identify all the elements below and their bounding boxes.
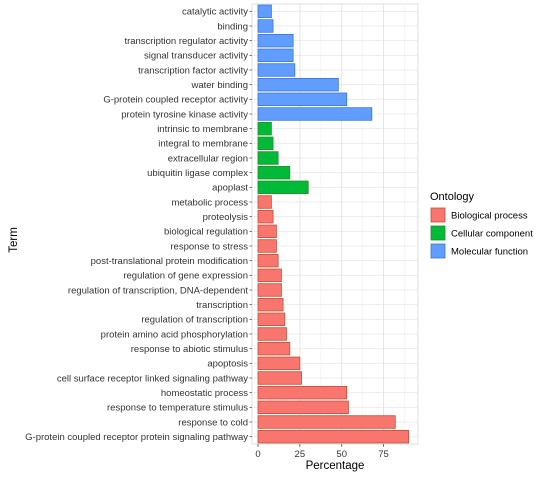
bar: [257, 48, 294, 63]
x-tick-label: 0: [255, 449, 260, 460]
bar: [257, 312, 286, 327]
bar: [257, 341, 291, 356]
bar: [257, 356, 301, 371]
bar: [257, 92, 348, 107]
bar: [257, 180, 309, 195]
y-tick-label: regulation of transcription: [141, 315, 248, 326]
y-tick-label: intrinsic to membrane: [157, 124, 248, 135]
x-tick-labels: 0 25 50 75: [255, 444, 389, 460]
bar: [257, 253, 279, 268]
legend-swatch: [430, 207, 446, 223]
bar: [257, 224, 277, 239]
bar: [257, 415, 396, 429]
y-tick-label: post-translational protein modification: [91, 256, 248, 267]
y-tick-label: water binding: [190, 80, 248, 91]
y-tick-label: response to temperature stimulus: [107, 403, 248, 414]
y-tick-label: cell surface receptor linked signaling p…: [57, 373, 248, 384]
x-tick-label: 50: [336, 449, 347, 460]
bar: [257, 327, 287, 341]
y-tick-label: integral to membrane: [158, 139, 248, 150]
y-tick-label: protein amino acid phosphorylation: [101, 329, 248, 340]
y-tick-label: proteolysis: [203, 212, 249, 223]
x-axis-title: Percentage: [306, 460, 365, 472]
legend-swatch: [430, 225, 446, 241]
y-tick-label: signal transducer activity: [144, 51, 248, 62]
bar: [257, 165, 291, 180]
bar: [257, 268, 282, 283]
bar: [257, 297, 284, 312]
bar: [257, 63, 296, 77]
bars: [257, 4, 410, 444]
bar: [257, 429, 410, 444]
y-tick-label: apoplast: [212, 183, 248, 194]
bar: [257, 239, 277, 253]
legend-entry-label: Cellular component: [451, 229, 533, 240]
legend: Ontology Biological process Cellular comp…: [430, 191, 533, 259]
bar: [257, 121, 272, 136]
x-tick-label: 75: [378, 449, 389, 460]
bar: [257, 4, 272, 19]
y-tick-label: regulation of gene expression: [123, 271, 248, 282]
bar: [257, 136, 274, 151]
bar: [257, 400, 349, 415]
bar: [257, 33, 294, 48]
y-tick-label: ubiquitin ligase complex: [147, 168, 248, 179]
legend-swatch: [430, 243, 446, 259]
bar: [257, 209, 274, 224]
bar: [257, 77, 339, 92]
y-tick-label: transcription factor activity: [138, 65, 248, 76]
plot-panel: [251, 3, 419, 445]
y-tick-labels: catalytic activity binding transcription r…: [25, 7, 252, 443]
y-tick-label: regulation of transcription, DNA-depende…: [68, 285, 248, 296]
bar: [257, 107, 373, 121]
bar: [257, 195, 272, 209]
y-tick-label: G-protein coupled receptor activity: [103, 95, 248, 106]
bar: [257, 151, 279, 165]
legend-entry-label: Molecular function: [451, 247, 528, 258]
y-tick-label: metabolic process: [171, 197, 248, 208]
legend-title: Ontology: [430, 191, 475, 203]
y-tick-label: response to cold: [178, 417, 248, 428]
bar: [257, 19, 274, 33]
y-tick-label: transcription regulator activity: [124, 36, 248, 47]
y-tick-label: biological regulation: [164, 227, 248, 238]
y-tick-label: catalytic activity: [182, 7, 248, 18]
bar: [257, 283, 282, 297]
y-tick-label: binding: [217, 21, 248, 32]
y-tick-label: homeostatic process: [161, 388, 248, 399]
bar: [257, 385, 348, 400]
y-tick-label: apoptosis: [207, 359, 248, 370]
y-tick-label: extracellular region: [168, 153, 248, 164]
y-tick-label: G-protein coupled receptor protein signa…: [25, 432, 248, 443]
y-tick-label: response to stress: [170, 241, 248, 252]
y-tick-label: transcription: [196, 300, 248, 311]
y-tick-label: protein tyrosine kinase activity: [121, 109, 248, 120]
y-axis-title: Term: [8, 227, 20, 253]
bar: [257, 371, 302, 385]
legend-entry-label: Biological process: [451, 211, 528, 222]
x-tick-label: 25: [295, 449, 306, 460]
y-tick-label: response to abiotic stimulus: [131, 344, 248, 355]
